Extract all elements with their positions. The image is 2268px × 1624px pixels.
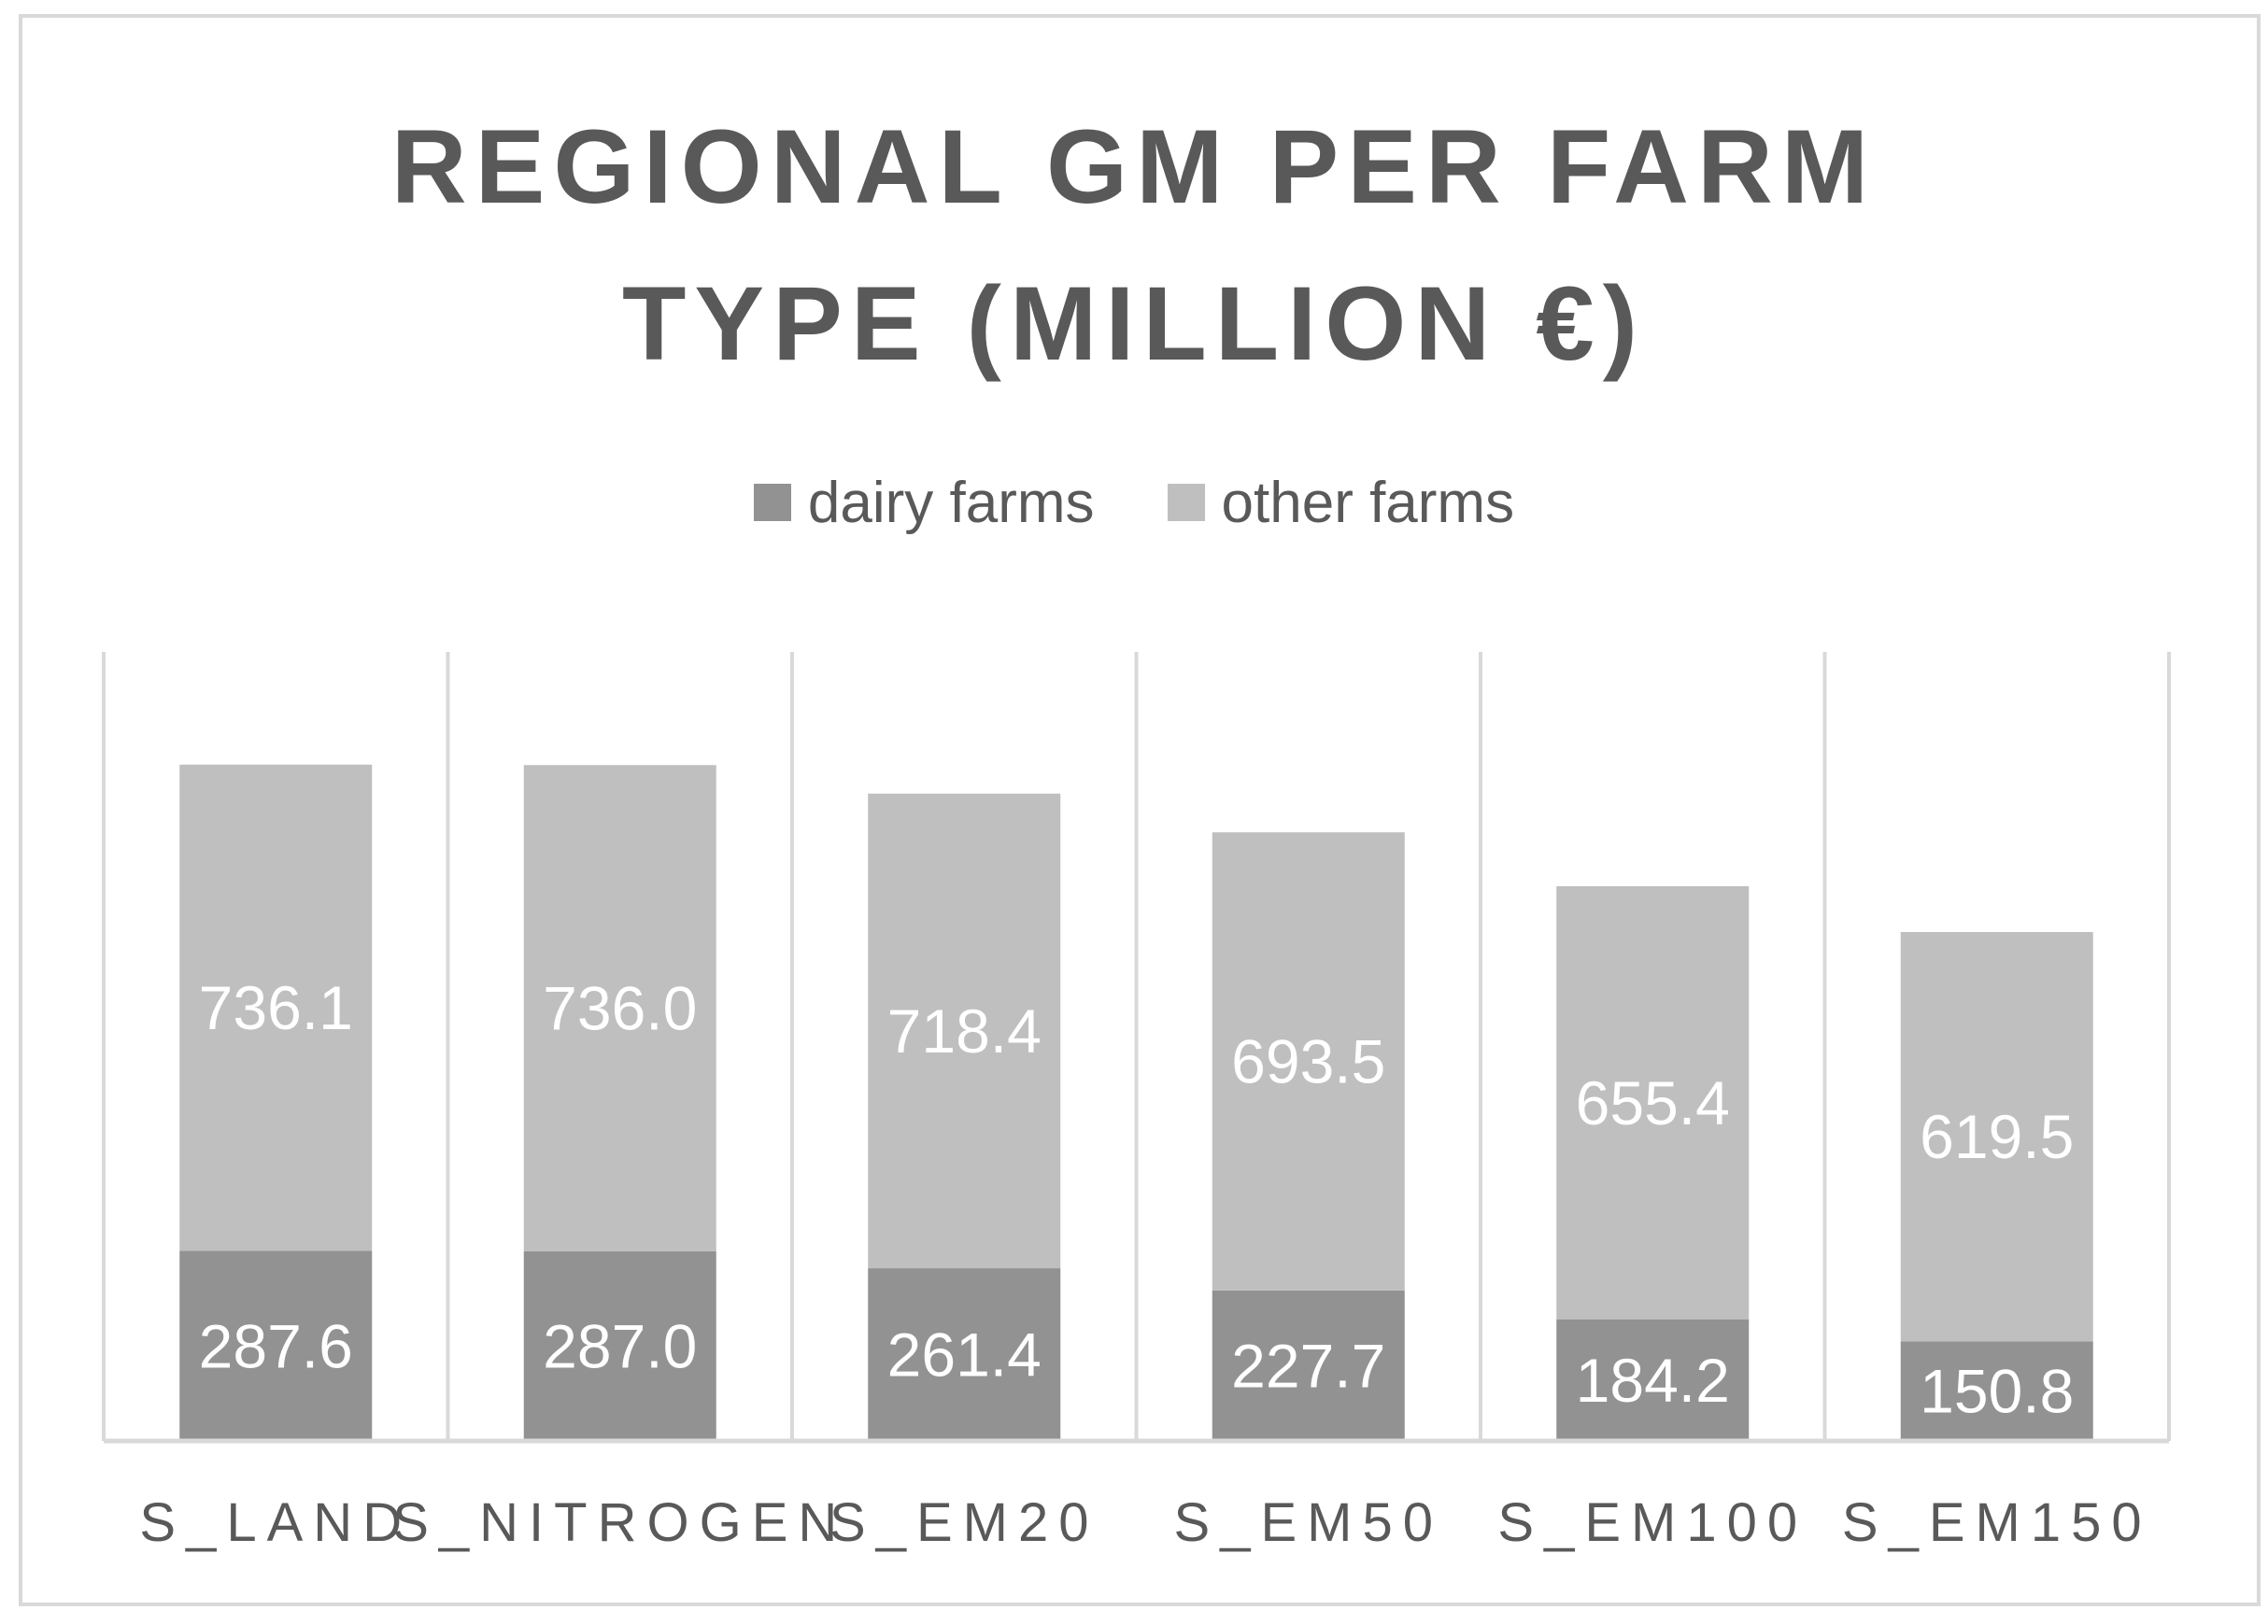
data-label-dairy-s_nitrogen: 287.0 <box>543 1311 697 1380</box>
x-tick-label-s_nitrogen: S_NITROGEN <box>392 1492 847 1553</box>
bar-other-s_em20 <box>868 793 1061 1269</box>
x-tick-label-s_em100: S_EM100 <box>1497 1492 1807 1553</box>
bar-dairy-s_land <box>179 1250 373 1441</box>
legend-item-other: other farms <box>1167 470 1515 536</box>
bars <box>179 764 2093 1441</box>
data-labels: 287.6 736.1 287.0 736.0 261.4 718.4 227.7 693.5… <box>199 973 2075 1426</box>
bar-dairy-s_em20 <box>868 1268 1061 1441</box>
bar-dairy-s_em100 <box>1556 1319 1750 1441</box>
data-label-other-s_em20: 718.4 <box>887 996 1042 1066</box>
data-label-other-s_land: 736.1 <box>199 973 353 1042</box>
data-label-dairy-s_em20: 261.4 <box>887 1320 1042 1390</box>
data-label-other-s_nitrogen: 736.0 <box>543 974 697 1043</box>
bar-dairy-s_nitrogen <box>523 1250 716 1441</box>
legend-label-dairy: dairy farms <box>807 470 1095 535</box>
data-label-dairy-s_em150: 150.8 <box>1920 1357 2074 1426</box>
x-tick-label-s_em50: S_EM50 <box>1174 1492 1443 1553</box>
legend-item-dairy: dairy farms <box>753 470 1095 536</box>
data-label-dairy-s_land: 287.6 <box>199 1311 353 1380</box>
chart-title-line-2: TYPE (MILLION €) <box>622 265 1646 382</box>
bar-other-s_em150 <box>1900 932 2093 1342</box>
data-label-other-s_em150: 619.5 <box>1920 1102 2074 1171</box>
chart-legend: dairy farms other farms <box>0 465 2268 540</box>
legend-label-other: other farms <box>1221 470 1515 535</box>
x-tick-label-s_land: S_LAND <box>139 1492 412 1553</box>
x-tick-label-s_em20: S_EM20 <box>829 1492 1099 1553</box>
bar-dairy-s_em50 <box>1212 1290 1405 1441</box>
chart-frame <box>19 14 2261 1606</box>
legend-swatch-dairy <box>753 484 791 521</box>
data-label-other-s_em100: 655.4 <box>1576 1068 1730 1137</box>
bar-other-s_nitrogen <box>523 765 716 1251</box>
bar-other-s_em50 <box>1212 832 1405 1291</box>
bar-other-s_land <box>179 764 373 1251</box>
legend-swatch-other <box>1167 484 1205 521</box>
gridlines <box>102 652 2171 1441</box>
data-label-other-s_em50: 693.5 <box>1231 1027 1385 1096</box>
x-tick-label-s_em150: S_EM150 <box>1842 1492 2152 1553</box>
bar-dairy-s_em150 <box>1900 1341 2093 1441</box>
data-label-dairy-s_em100: 184.2 <box>1576 1346 1730 1415</box>
bar-other-s_em100 <box>1556 885 1750 1320</box>
chart-title: REGIONAL GM PER FARM TYPE (MILLION €) <box>0 89 2268 402</box>
chart-title-line-1: REGIONAL GM PER FARM <box>390 108 1878 225</box>
data-label-dairy-s_em50: 227.7 <box>1231 1331 1385 1400</box>
